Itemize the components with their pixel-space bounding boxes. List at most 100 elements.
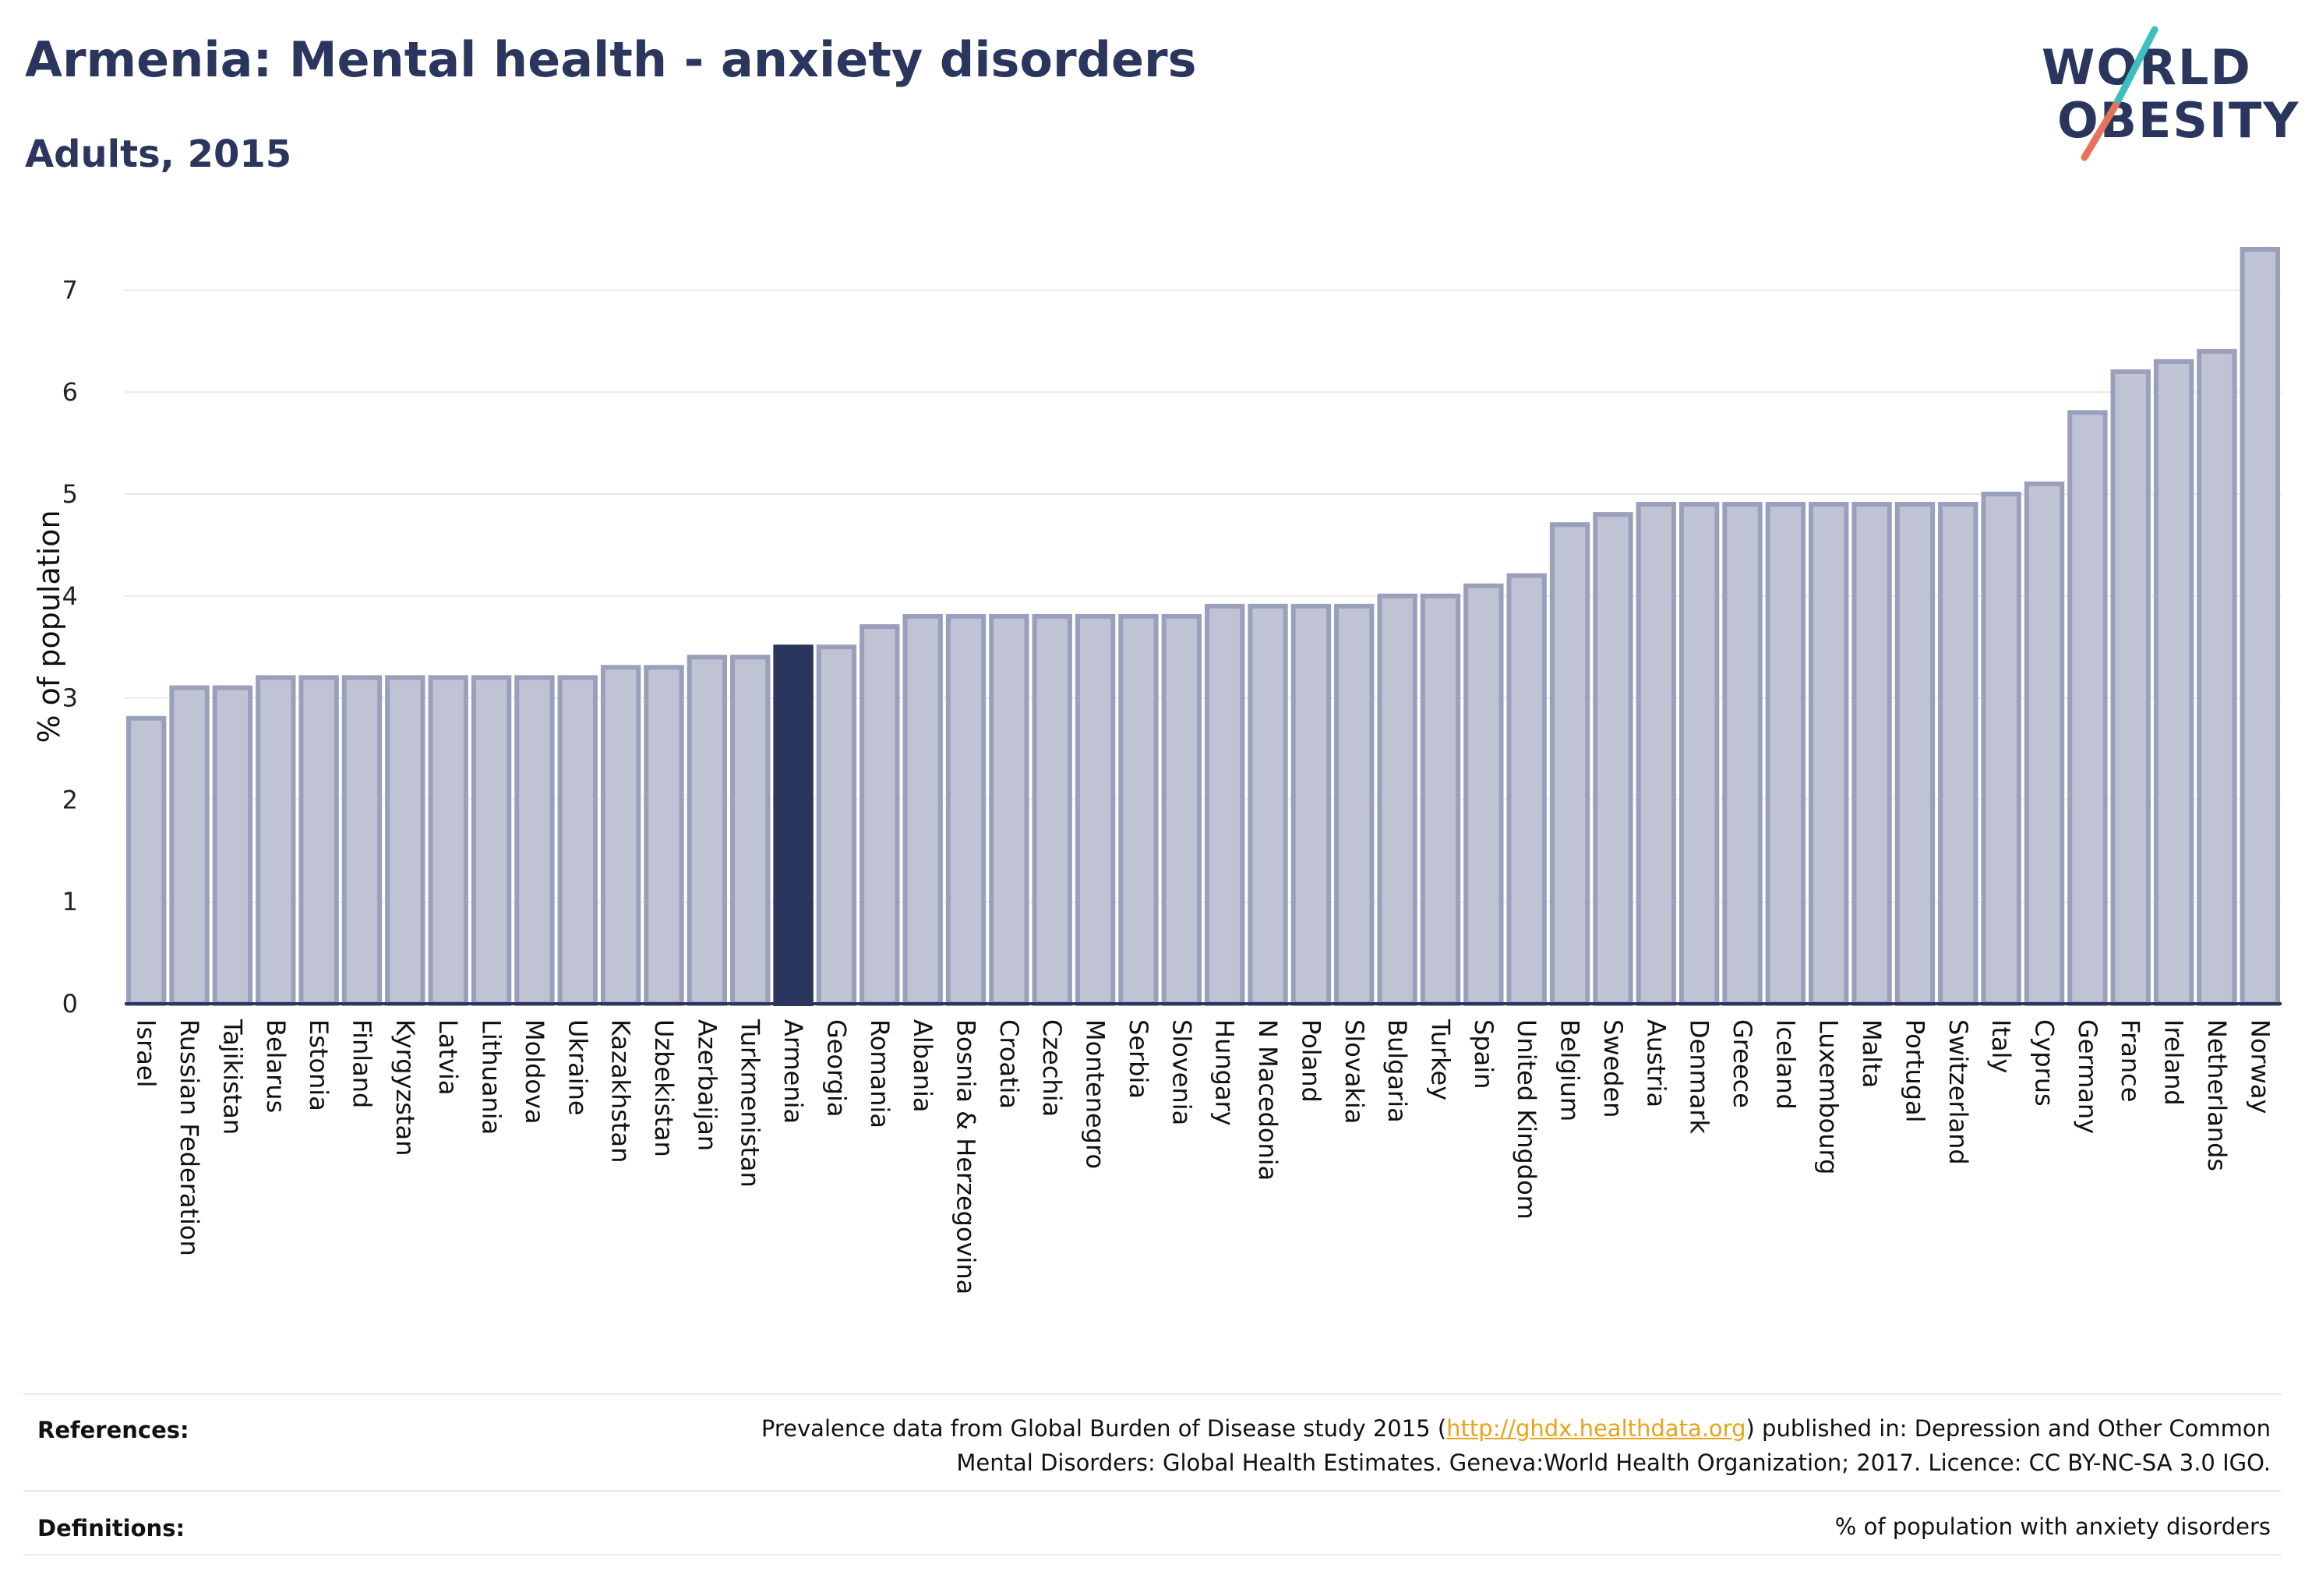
x-tick-label: Italy <box>1986 1019 2016 1073</box>
bar-iceland <box>1765 502 1806 1006</box>
x-tick-label: Netherlands <box>2202 1019 2232 1171</box>
x-tick-label: Luxembourg <box>1814 1019 1844 1174</box>
bar-slovakia <box>1334 603 1375 1006</box>
bar-luxembourg <box>1809 502 1849 1006</box>
y-tick-label: 6 <box>62 377 78 407</box>
x-tick-label: Lithuania <box>477 1019 507 1135</box>
x-tick-label: Bosnia & Herzegovina <box>951 1019 981 1294</box>
x-tick-label: Uzbekistan <box>649 1019 679 1157</box>
bar-netherlands <box>2197 348 2237 1007</box>
bar-sweden <box>1593 512 1633 1006</box>
x-tick-label: Slovakia <box>1340 1019 1369 1124</box>
y-axis-label: % of population <box>32 510 66 743</box>
bar-chart: 0 1 2 3 4 5 6 7 % of population Israel Russian Fed… <box>32 247 2282 1294</box>
bar-denmark <box>1678 502 1720 1006</box>
bar-greece <box>1722 502 1763 1006</box>
bar-georgia <box>816 644 857 1006</box>
x-tick-label: Croatia <box>994 1019 1024 1109</box>
bar-germany <box>2067 410 2108 1006</box>
bar-uzbekistan <box>644 665 684 1007</box>
bar-poland <box>1290 603 1332 1006</box>
world-obesity-logo: WORLD OBESITY <box>2026 23 2298 164</box>
bar-united-kingdom <box>1506 573 1547 1006</box>
x-tick-label: Kazakhstan <box>606 1019 636 1163</box>
bar-estonia <box>298 675 339 1006</box>
bar-france <box>2110 369 2151 1006</box>
x-tick-label: France <box>2116 1019 2145 1102</box>
x-tick-label: Hungary <box>1210 1019 1240 1126</box>
x-tick-label: Montenegro <box>1081 1019 1110 1169</box>
x-tick-label: Serbia <box>1124 1019 1153 1099</box>
x-tick-label: Greece <box>1728 1019 1757 1108</box>
bar-israel <box>125 715 167 1006</box>
bar-portugal <box>1894 502 1936 1006</box>
bar-montenegro <box>1075 613 1116 1007</box>
x-tick-label: N Macedonia <box>1253 1019 1283 1181</box>
bar-lithuania <box>471 675 512 1006</box>
x-tick-label: Slovenia <box>1167 1019 1196 1125</box>
footer-divider-middle <box>23 1490 2282 1492</box>
footer-divider-top <box>23 1393 2282 1395</box>
logo-slash-top <box>2112 26 2159 109</box>
references-link[interactable]: http://ghdx.healthdata.org <box>1446 1415 1746 1442</box>
footer-divider-bottom <box>23 1554 2282 1555</box>
bar-turkey <box>1420 593 1461 1006</box>
bar-spain <box>1463 583 1504 1006</box>
logo-slash-icon <box>2081 26 2159 161</box>
x-tick-label: Cyprus <box>2030 1019 2060 1107</box>
y-tick-label: 2 <box>62 785 78 814</box>
x-tick-label: Finland <box>347 1019 376 1108</box>
x-tick-label: Ukraine <box>563 1019 592 1116</box>
bar-tajikistan <box>212 685 253 1007</box>
y-tick-label: 5 <box>62 479 78 509</box>
y-tick-label: 1 <box>62 887 78 916</box>
x-tick-label: Malta <box>1857 1019 1887 1088</box>
x-tick-label: Ireland <box>2159 1019 2189 1106</box>
x-tick-label: Estonia <box>304 1019 334 1111</box>
x-tick-label: Belarus <box>261 1019 291 1113</box>
bar-finland <box>341 675 383 1006</box>
x-tick-label: Albania <box>908 1019 937 1112</box>
bar-albania <box>902 613 943 1007</box>
bar-cyprus <box>2024 481 2065 1006</box>
bar-turkmenistan <box>730 655 771 1006</box>
x-tick-label: Tajikistan <box>217 1019 247 1135</box>
bar-kazakhstan <box>600 665 641 1007</box>
chart-subtitle: Adults, 2015 <box>25 132 292 176</box>
x-tick-label: Iceland <box>1770 1019 1800 1110</box>
x-tick-label: Norway <box>2245 1019 2275 1114</box>
bar-bosnia-herzegovina <box>945 613 987 1007</box>
x-tick-label: Armenia <box>778 1019 808 1124</box>
x-tick-label: Poland <box>1296 1019 1325 1103</box>
x-tick-label: Turkmenistan <box>736 1019 765 1188</box>
x-tick-label: Bulgaria <box>1382 1019 1412 1123</box>
x-tick-label: Israel <box>132 1019 161 1087</box>
definitions-label: Definitions: <box>37 1515 185 1541</box>
bar-belgium <box>1549 522 1590 1006</box>
bar-bulgaria <box>1377 593 1417 1006</box>
bar-ireland <box>2153 358 2194 1006</box>
references-post: ) published in: Depression and Other Com… <box>1746 1415 2271 1442</box>
bar-italy <box>1981 491 2021 1006</box>
bar-czechia <box>1032 613 1072 1007</box>
x-tick-label: Portugal <box>1900 1019 1929 1123</box>
bar-malta <box>1851 502 1892 1006</box>
references-label: References: <box>37 1417 189 1443</box>
bar-kyrgyzstan <box>385 675 425 1006</box>
x-tick-label: Kyrgyzstan <box>390 1019 420 1156</box>
y-tick-label: 7 <box>62 275 78 305</box>
x-tick-label: Moldova <box>520 1019 549 1125</box>
logo-slash-bottom <box>2081 101 2120 161</box>
x-tick-label: Spain <box>1469 1019 1498 1089</box>
bar-croatia <box>989 613 1029 1007</box>
x-tick-label: Russian Federation <box>175 1019 204 1256</box>
bar-russian-federation <box>169 685 210 1007</box>
x-tick-label: Germany <box>2073 1019 2102 1134</box>
x-tick-label: Romania <box>865 1019 895 1128</box>
bar-romania <box>860 624 900 1006</box>
x-tick-label: Sweden <box>1598 1019 1628 1118</box>
bar-armenia <box>773 644 814 1006</box>
bar-norway <box>2240 247 2281 1006</box>
bar-switzerland <box>1938 502 1978 1006</box>
x-tick-label: Azerbaijan <box>692 1019 722 1151</box>
